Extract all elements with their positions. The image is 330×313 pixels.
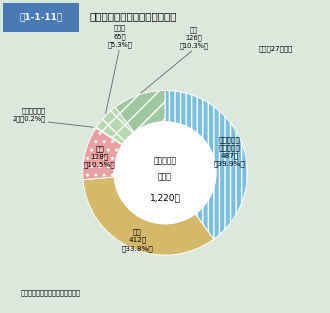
Text: 不明
126人
（10.3%）: 不明 126人 （10.3%） [180,27,208,49]
Text: 第1-1-11図: 第1-1-11図 [19,12,63,21]
Text: 死者数: 死者数 [158,172,172,182]
Text: （平成27年中）: （平成27年中） [258,45,293,52]
Wedge shape [82,128,122,180]
Wedge shape [96,127,122,145]
Text: 一酸化炭素
中毒・窒息
487人
（39.9%）: 一酸化炭素 中毒・窒息 487人 （39.9%） [214,136,246,167]
Text: 火傷
412人
（33.8%）: 火傷 412人 （33.8%） [121,229,153,252]
Wedge shape [165,90,248,239]
Text: （備考）「火災報告」により作成: （備考）「火災報告」により作成 [21,290,81,296]
FancyBboxPatch shape [3,3,79,32]
Text: 打撲・骨折等
2人（0.2%）: 打撲・骨折等 2人（0.2%） [13,107,46,122]
Text: 建物火災の: 建物火災の [153,156,177,165]
Text: 1,220人: 1,220人 [149,193,181,202]
Text: その他
65人
（5.3%）: その他 65人 （5.3%） [107,25,132,48]
Circle shape [114,122,216,224]
Wedge shape [83,177,214,255]
Text: 自殺
128人
（10.5%）: 自殺 128人 （10.5%） [84,145,116,168]
Text: 建物火災の死因別死者発生状況: 建物火災の死因別死者発生状況 [89,12,177,22]
Wedge shape [115,90,165,132]
Wedge shape [96,107,134,145]
